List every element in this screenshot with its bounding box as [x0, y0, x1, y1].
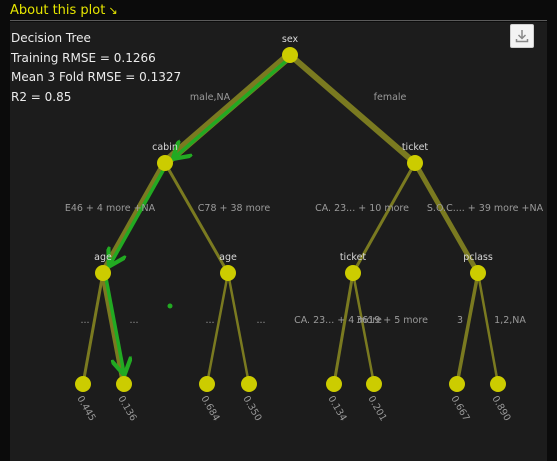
tree-edge-sex-ticket_top [287, 52, 418, 166]
leaf-node[interactable] [75, 376, 91, 392]
tree-edge-pclass-leaf_8 [476, 271, 500, 386]
leaf-value-label: 0.890 [489, 394, 512, 423]
leaf-node[interactable] [449, 376, 465, 392]
about-label: About this plot [10, 3, 106, 18]
edge-label: ... [205, 315, 214, 326]
tree-edge-ticket_mid-leaf_5 [332, 271, 355, 386]
leaf-node[interactable] [241, 376, 257, 392]
decision-path-arrow [111, 168, 166, 263]
edge-label: female [374, 92, 407, 103]
leaf-value-label: 0.136 [115, 394, 138, 423]
split-node-age[interactable] [220, 265, 236, 281]
node-label: pclass [463, 252, 493, 263]
node-label: ticket [340, 252, 367, 263]
edge-label: 3619 + 5 more [356, 315, 428, 326]
split-node-age[interactable] [95, 265, 111, 281]
leaf-node[interactable] [116, 376, 132, 392]
node-label: cabin [152, 142, 178, 153]
divider [10, 20, 547, 21]
tree-edge-cabin-age_right [163, 161, 230, 275]
node-label: age [94, 252, 112, 263]
edge-label: E46 + 4 more +NA [65, 203, 156, 214]
download-icon [515, 30, 529, 43]
node-label: age [219, 252, 237, 263]
top-bar: About this plot ↘ [0, 0, 557, 22]
arrow-down-right-icon: ↘ [108, 4, 118, 17]
leaf-value-label: 0.201 [365, 394, 388, 423]
leaf-value-label: 0.684 [198, 394, 221, 423]
split-node-cabin[interactable] [157, 155, 173, 171]
model-stats: Decision Tree Training RMSE = 0.1266 Mea… [11, 29, 181, 107]
edge-label: S.O.C.... + 39 more +NA [427, 203, 544, 214]
tree-edge-age_left-leaf_1 [81, 271, 105, 386]
leaf-node[interactable] [326, 376, 342, 392]
stray-point [167, 303, 173, 309]
tree-edge-ticket_mid-leaf_6 [351, 271, 376, 386]
leaf-node[interactable] [366, 376, 382, 392]
leaf-value-label: 0.445 [74, 394, 97, 423]
edge-label: 1,2,NA [494, 315, 526, 326]
edge-label: C78 + 38 more [198, 203, 271, 214]
edge-label: CA. 23... + 4 more [294, 315, 382, 326]
edge-label: 3 [457, 315, 463, 326]
tree-edge-age_left-leaf_2 [100, 270, 127, 387]
training-rmse: Training RMSE = 0.1266 [11, 50, 156, 65]
leaf-node[interactable] [199, 376, 215, 392]
decision-path-arrow [175, 59, 288, 156]
node-label: ticket [402, 142, 429, 153]
tree-edge-ticket_top-pclass [412, 160, 481, 276]
leaf-value-label: 0.667 [448, 394, 471, 423]
decision-path-arrow [104, 278, 124, 372]
edge-label: CA. 23... + 10 more [315, 203, 409, 214]
node-label: sex [282, 34, 299, 45]
split-node-pclass[interactable] [470, 265, 486, 281]
leaf-value-label: 0.134 [325, 394, 348, 423]
tree-edge-ticket_top-ticket_mid [351, 161, 417, 275]
split-node-sex[interactable] [282, 47, 298, 63]
tree-edge-age_right-leaf_3 [205, 271, 230, 386]
split-node-ticket[interactable] [345, 265, 361, 281]
edge-label: ... [80, 315, 89, 326]
cv-rmse: Mean 3 Fold RMSE = 0.1327 [11, 70, 182, 84]
split-node-ticket[interactable] [407, 155, 423, 171]
tree-edge-age_right-leaf_4 [226, 271, 251, 386]
leaf-value-label: 0.350 [240, 394, 263, 423]
tree-edge-pclass-leaf_7 [455, 271, 480, 386]
tree-edge-sex-cabin [160, 50, 295, 168]
about-plot-link[interactable]: About this plot ↘ [10, 3, 118, 18]
r2-value: R2 = 0.85 [11, 89, 72, 104]
stats-title: Decision Tree [11, 31, 91, 45]
edge-label: ... [129, 315, 138, 326]
leaf-node[interactable] [490, 376, 506, 392]
download-button[interactable] [510, 24, 534, 48]
edge-label: male,NA [190, 92, 231, 103]
edge-label: ... [256, 315, 265, 326]
tree-edge-cabin-age_left [99, 159, 169, 277]
